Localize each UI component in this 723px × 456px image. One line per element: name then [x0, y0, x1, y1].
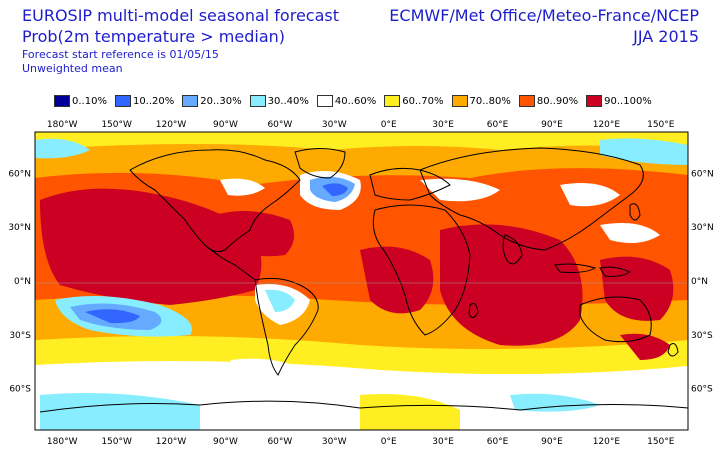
latitude-labels-right: 60°N 30°N 0°N 30°S 60°S — [691, 169, 714, 394]
longitude-label: 120°W — [156, 437, 187, 447]
latitude-label: 30°N — [691, 223, 714, 233]
longitude-label: 30°E — [432, 437, 454, 447]
longitude-label: 60°W — [267, 120, 292, 130]
legend-item: 70..80% — [451, 94, 511, 108]
legend-label: 60..70% — [402, 95, 444, 107]
latitude-label: 30°N — [8, 223, 31, 233]
legend-label: 80..90% — [536, 95, 579, 107]
forecast-method: Unweighted mean — [22, 62, 123, 75]
legend-item: 20..30% — [182, 94, 242, 108]
longitude-label: 150°E — [647, 120, 675, 130]
longitude-label: 30°W — [322, 120, 347, 130]
map-field — [35, 132, 688, 430]
longitude-label: 0°E — [381, 437, 397, 447]
latitude-label: 60°S — [691, 385, 713, 395]
longitude-label: 180°W — [47, 120, 78, 130]
longitude-label: 120°W — [156, 120, 187, 130]
legend-swatch — [518, 95, 535, 107]
latitude-label: 0°N — [14, 277, 31, 287]
legend-label: 70..80% — [469, 95, 511, 107]
legend-item: 0..10% — [54, 94, 107, 108]
map-frame — [34, 131, 689, 431]
longitude-label: 30°E — [432, 120, 454, 130]
longitude-label: 120°E — [593, 437, 621, 447]
latitude-label: 30°S — [9, 331, 31, 341]
longitude-label: 60°E — [487, 120, 509, 130]
longitude-labels-top: 180°W 150°W 120°W 90°W 60°W 30°W 0°E 30°E 60°E 90… — [47, 120, 675, 130]
longitude-label: 180°W — [47, 437, 78, 447]
legend-label: 30..40% — [267, 95, 309, 107]
longitude-label: 150°W — [101, 120, 132, 130]
longitude-label: 150°W — [101, 437, 132, 447]
longitude-label: 90°E — [541, 120, 563, 130]
latitude-label: 60°N — [691, 169, 714, 179]
legend-swatch — [249, 95, 266, 107]
longitude-label: 150°E — [647, 437, 675, 447]
legend-swatch — [182, 95, 199, 107]
legend-item: 10..20% — [114, 94, 175, 108]
longitude-label: 0°E — [381, 120, 397, 130]
longitude-label: 90°E — [541, 437, 563, 447]
legend-label: 90..100% — [604, 95, 652, 107]
forecast-reference: Forecast start reference is 01/05/15 — [22, 48, 219, 61]
latitude-label: 0°N — [691, 277, 708, 287]
longitude-label: 120°E — [593, 120, 621, 130]
legend-swatch — [54, 95, 70, 107]
longitude-label: 90°W — [213, 437, 238, 447]
legend-item: 30..40% — [249, 94, 309, 108]
latitude-labels-left: 60°N 30°N 0°N 30°S 60°S — [8, 169, 31, 394]
map-subtitle: Prob(2m temperature > median) — [22, 27, 285, 46]
latitude-label: 30°S — [691, 331, 713, 341]
longitude-label: 60°E — [487, 437, 509, 447]
legend-swatch — [451, 95, 468, 107]
forecast-centres: ECMWF/Met Office/Meteo-France/NCEP — [389, 6, 699, 25]
longitude-labels-bottom: 180°W 150°W 120°W 90°W 60°W 30°W 0°E 30°E 60°E 90… — [47, 437, 675, 447]
legend-label: 20..30% — [200, 95, 242, 107]
legend-item: 80..90% — [518, 94, 579, 108]
latitude-label: 60°N — [8, 169, 31, 179]
probability-legend: 0..10% 10..20% 20..30% 30..40% 40..60% 60..70… — [54, 94, 660, 108]
legend-swatch — [586, 95, 603, 107]
longitude-label: 30°W — [322, 437, 347, 447]
legend-label: 10..20% — [132, 95, 175, 107]
map-title: EUROSIP multi-model seasonal forecast — [22, 6, 339, 25]
legend-swatch — [316, 95, 333, 107]
longitude-label: 60°W — [267, 437, 292, 447]
legend-item: 40..60% — [316, 94, 377, 108]
longitude-label: 90°W — [213, 120, 238, 130]
coastlines — [39, 147, 688, 413]
legend-label: 0..10% — [72, 95, 107, 107]
legend-swatch — [384, 95, 401, 107]
legend-item: 60..70% — [384, 94, 444, 108]
legend-swatch — [114, 95, 131, 107]
legend-label: 40..60% — [334, 95, 377, 107]
latitude-label: 60°S — [9, 385, 31, 395]
forecast-season: JJA 2015 — [633, 27, 699, 46]
legend-item: 90..100% — [586, 94, 652, 108]
